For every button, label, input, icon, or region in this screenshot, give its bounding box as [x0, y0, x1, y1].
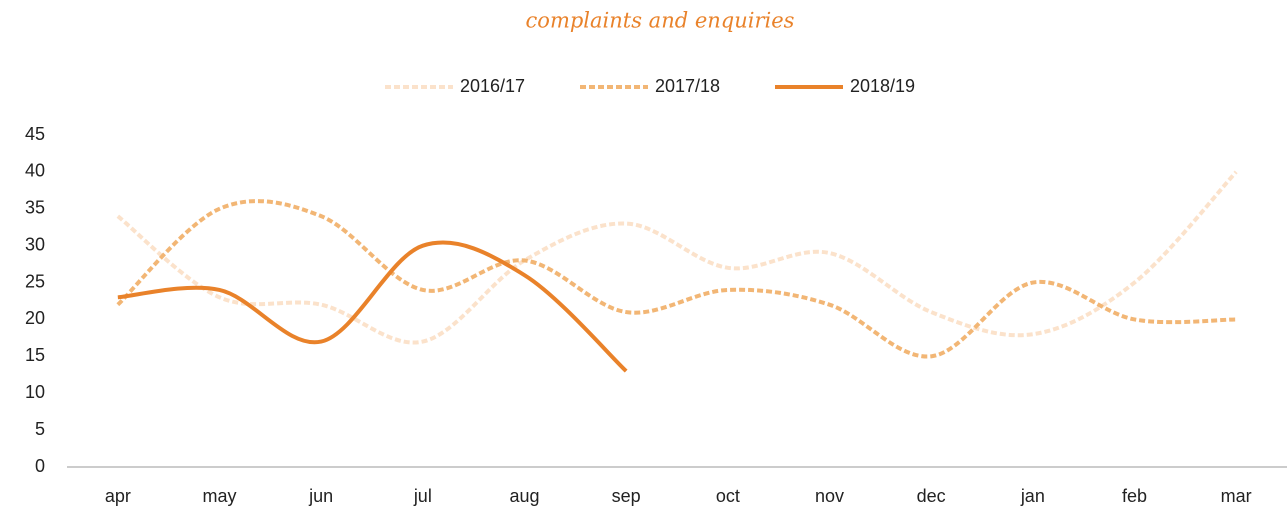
- x-tick-label: sep: [612, 486, 641, 506]
- y-tick-label: 40: [25, 161, 45, 181]
- y-tick-label: 20: [25, 308, 45, 328]
- x-tick-label: jan: [1020, 486, 1045, 506]
- x-tick-label: oct: [716, 486, 740, 506]
- y-tick-label: 45: [25, 124, 45, 144]
- series-line: [116, 199, 1237, 359]
- series-line: [116, 170, 1238, 345]
- legend-label: 2017/18: [655, 76, 720, 96]
- legend-label: 2018/19: [850, 76, 915, 96]
- x-tick-label: may: [202, 486, 236, 506]
- y-tick-label: 30: [25, 234, 45, 254]
- x-tick-label: dec: [917, 486, 946, 506]
- y-tick-label: 5: [35, 419, 45, 439]
- x-tick-label: jul: [413, 486, 432, 506]
- x-tick-label: apr: [105, 486, 131, 506]
- legend-label: 2016/17: [460, 76, 525, 96]
- y-tick-label: 0: [35, 456, 45, 476]
- x-tick-label: aug: [509, 486, 539, 506]
- x-tick-label: jun: [308, 486, 333, 506]
- chart-title: complaints and enquiries: [526, 9, 795, 33]
- y-tick-label: 35: [25, 198, 45, 218]
- y-tick-label: 15: [25, 345, 45, 365]
- y-tick-label: 10: [25, 382, 45, 402]
- x-tick-label: feb: [1122, 486, 1147, 506]
- y-tick-label: 25: [25, 271, 45, 291]
- x-tick-label: nov: [815, 486, 844, 506]
- x-tick-label: mar: [1221, 486, 1252, 506]
- series-line: [117, 240, 628, 373]
